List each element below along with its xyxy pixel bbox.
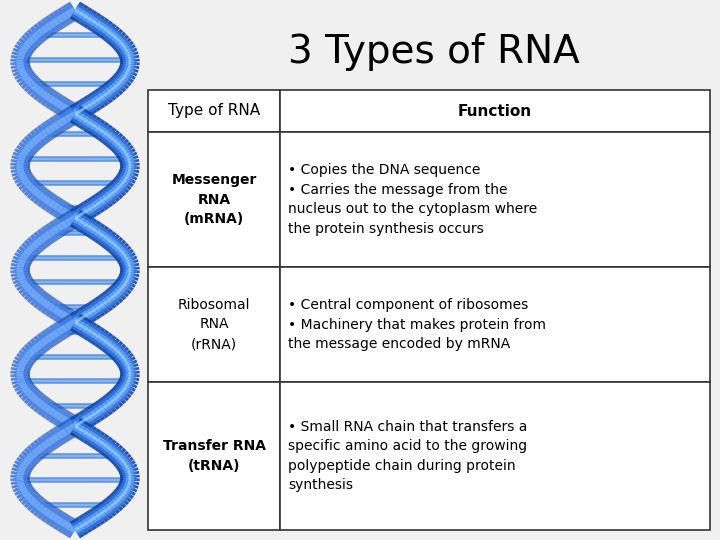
Bar [148, 90, 280, 132]
Bar [280, 267, 710, 382]
Bar [280, 132, 710, 267]
Text: Ribosomal
RNA
(rRNA): Ribosomal RNA (rRNA) [178, 298, 251, 351]
Bar [148, 132, 280, 267]
Text: Messenger
RNA
(mRNA): Messenger RNA (mRNA) [171, 173, 257, 226]
Text: • Small RNA chain that transfers a
specific amino acid to the growing
polypeptid: • Small RNA chain that transfers a speci… [288, 420, 528, 492]
Text: Type of RNA: Type of RNA [168, 104, 260, 118]
Text: • Copies the DNA sequence
• Carries the message from the
nucleus out to the cyto: • Copies the DNA sequence • Carries the … [288, 163, 537, 236]
Text: 3 Types of RNA: 3 Types of RNA [288, 33, 580, 71]
Bar [280, 90, 710, 132]
Text: • Central component of ribosomes
• Machinery that makes protein from
the message: • Central component of ribosomes • Machi… [288, 298, 546, 351]
Text: Function: Function [458, 104, 532, 118]
Bar [280, 382, 710, 530]
Bar [148, 382, 280, 530]
Bar [148, 267, 280, 382]
Text: Transfer RNA
(tRNA): Transfer RNA (tRNA) [163, 439, 266, 472]
